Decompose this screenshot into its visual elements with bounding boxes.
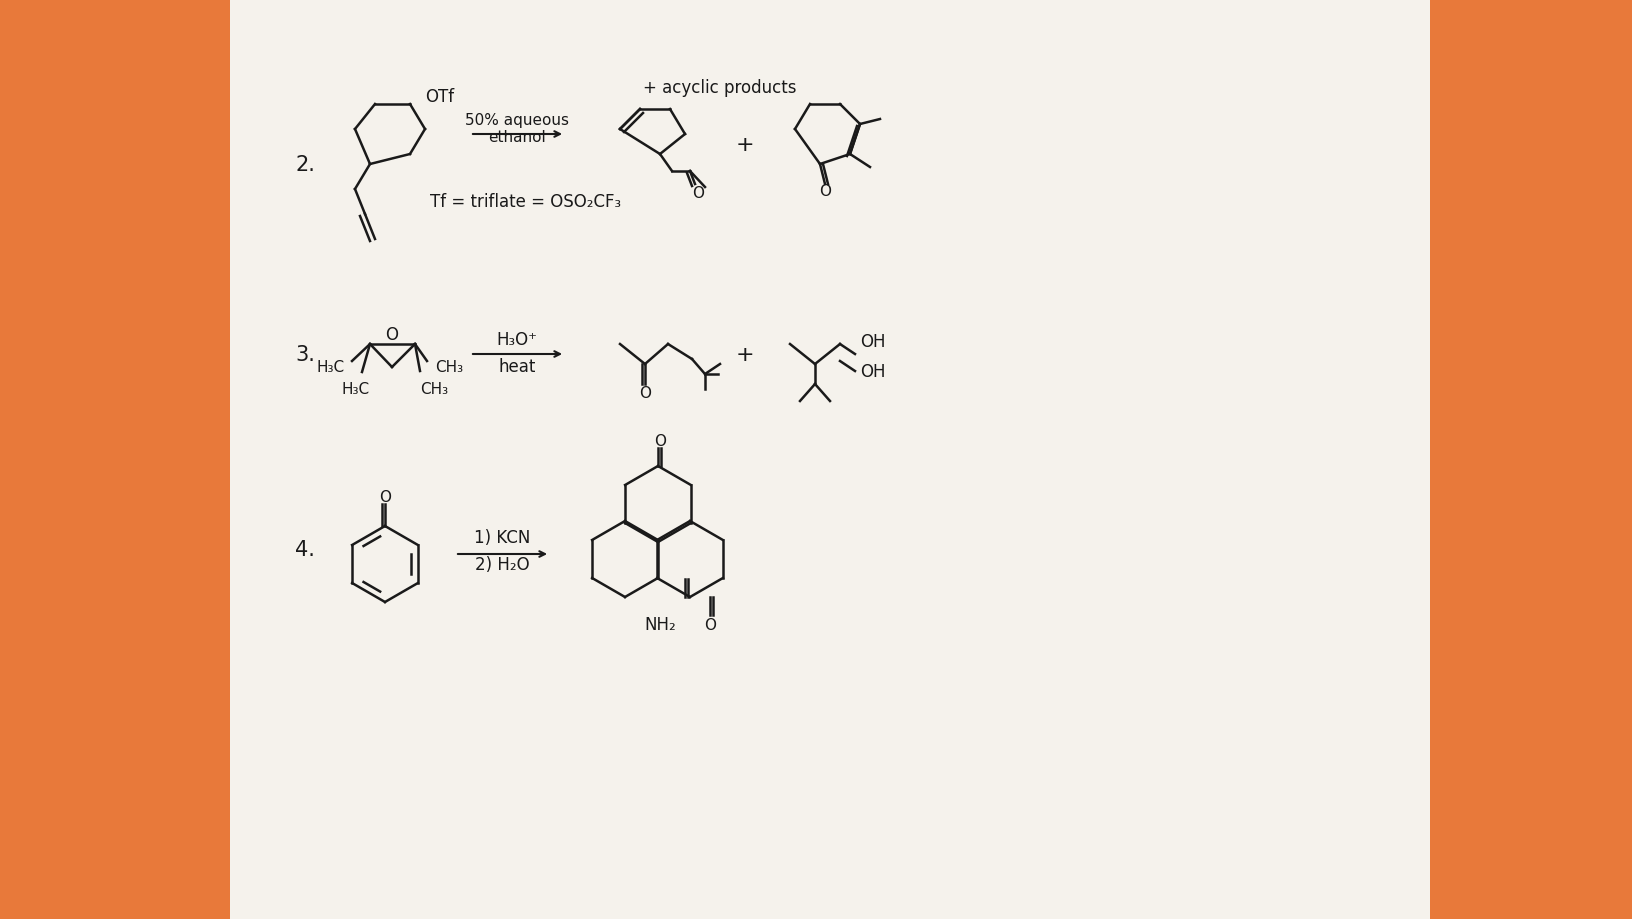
Text: H₃O⁺: H₃O⁺: [496, 331, 537, 348]
Text: CH₃: CH₃: [436, 360, 463, 375]
Text: heat: heat: [498, 357, 535, 376]
Text: Tf = triflate = OSO₂CF₃: Tf = triflate = OSO₂CF₃: [429, 193, 622, 210]
Text: O: O: [379, 489, 392, 504]
Text: 4.: 4.: [295, 539, 315, 560]
Text: 50% aqueous: 50% aqueous: [465, 112, 570, 128]
Text: 2) H₂O: 2) H₂O: [475, 555, 529, 573]
Text: ethanol: ethanol: [488, 130, 545, 144]
Text: + acyclic products: + acyclic products: [643, 79, 796, 96]
Text: OH: OH: [860, 363, 886, 380]
Text: +: +: [736, 135, 754, 154]
Text: NH₂: NH₂: [645, 616, 676, 633]
Text: O: O: [654, 433, 666, 448]
Text: 2.: 2.: [295, 154, 315, 175]
Text: 1) KCN: 1) KCN: [473, 528, 530, 547]
Text: O: O: [819, 185, 831, 199]
Text: OH: OH: [860, 333, 886, 351]
Text: O: O: [385, 325, 398, 344]
Text: 3.: 3.: [295, 345, 315, 365]
Text: OTf: OTf: [424, 88, 454, 106]
Text: H₃C: H₃C: [341, 382, 370, 397]
Text: O: O: [640, 385, 651, 400]
Text: H₃C: H₃C: [317, 360, 344, 375]
Text: O: O: [692, 187, 703, 201]
Text: O: O: [703, 617, 716, 632]
Text: +: +: [736, 345, 754, 365]
Text: CH₃: CH₃: [419, 382, 449, 397]
FancyBboxPatch shape: [230, 0, 1430, 919]
